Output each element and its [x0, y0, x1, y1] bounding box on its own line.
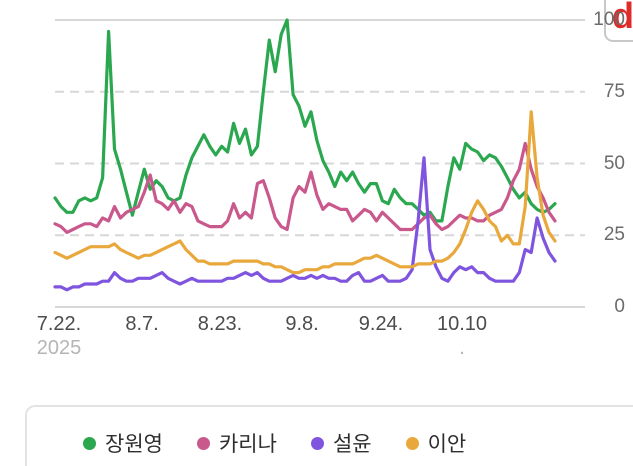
x-axis-label-oct10: 10.10 .: [437, 312, 487, 360]
x-tick-year: 2025: [36, 337, 82, 359]
watermark-letter: d: [612, 0, 633, 36]
x-axis-label-jul22: 7.22. 2025: [37, 312, 82, 360]
y-axis-label-100: 100: [593, 9, 625, 30]
legend-label: 카리나: [218, 433, 277, 456]
x-axis-label-aug7: 8.7.: [125, 312, 158, 360]
x-axis-label-sep24: 9.24.: [359, 312, 403, 360]
y-axis-label-25: 25: [603, 224, 625, 246]
green-dot-icon: [83, 436, 96, 450]
x-tick-date: 7.22.: [36, 313, 82, 335]
legend-item-ian: 이안: [405, 428, 467, 458]
chart-plot-area[interactable]: 100 75 50 25 0 7.22. 2025 8.7. 8.23. 9.8…: [0, 0, 633, 380]
legend-item-sullyoon: 설윤: [310, 428, 372, 458]
legend-item-karina: 카리나: [196, 428, 277, 458]
x-tick-date: 8.7.: [125, 313, 159, 335]
x-axis: 7.22. 2025 8.7. 8.23. 9.8. 9.24. 10.10: [0, 312, 633, 372]
x-tick-sub: [359, 336, 403, 360]
x-axis-label-aug23: 8.23.: [198, 312, 242, 360]
y-axis-label-75: 75: [603, 80, 625, 102]
legend-label: 장원영: [105, 433, 163, 456]
orange-dot-icon: [405, 436, 419, 450]
y-axis-label-50: 50: [603, 152, 625, 174]
purple-dot-icon: [310, 436, 324, 450]
x-tick-sub: [198, 336, 242, 360]
x-tick-sub: .: [459, 337, 465, 359]
legend: 장원영 카리나 설윤 이안: [25, 405, 633, 466]
x-tick-date: 8.23.: [197, 313, 243, 335]
x-tick-date: 9.24.: [358, 313, 404, 335]
x-tick-date: 9.8.: [285, 313, 319, 335]
legend-label: 이안: [427, 433, 467, 456]
chart-canvas: [53, 18, 585, 308]
y-axis-label-0: 0: [614, 296, 625, 317]
pink-dot-icon: [196, 436, 210, 450]
x-axis-label-sep8: 9.8.: [285, 312, 318, 360]
legend-label: 설윤: [332, 433, 372, 456]
x-tick-sub: [125, 336, 158, 360]
watermark-logo: d: [604, 0, 633, 42]
legend-item-jangwonyoung: 장원영: [83, 428, 163, 458]
x-tick-sub: [285, 336, 318, 360]
x-tick-date: 10.10: [436, 313, 488, 335]
